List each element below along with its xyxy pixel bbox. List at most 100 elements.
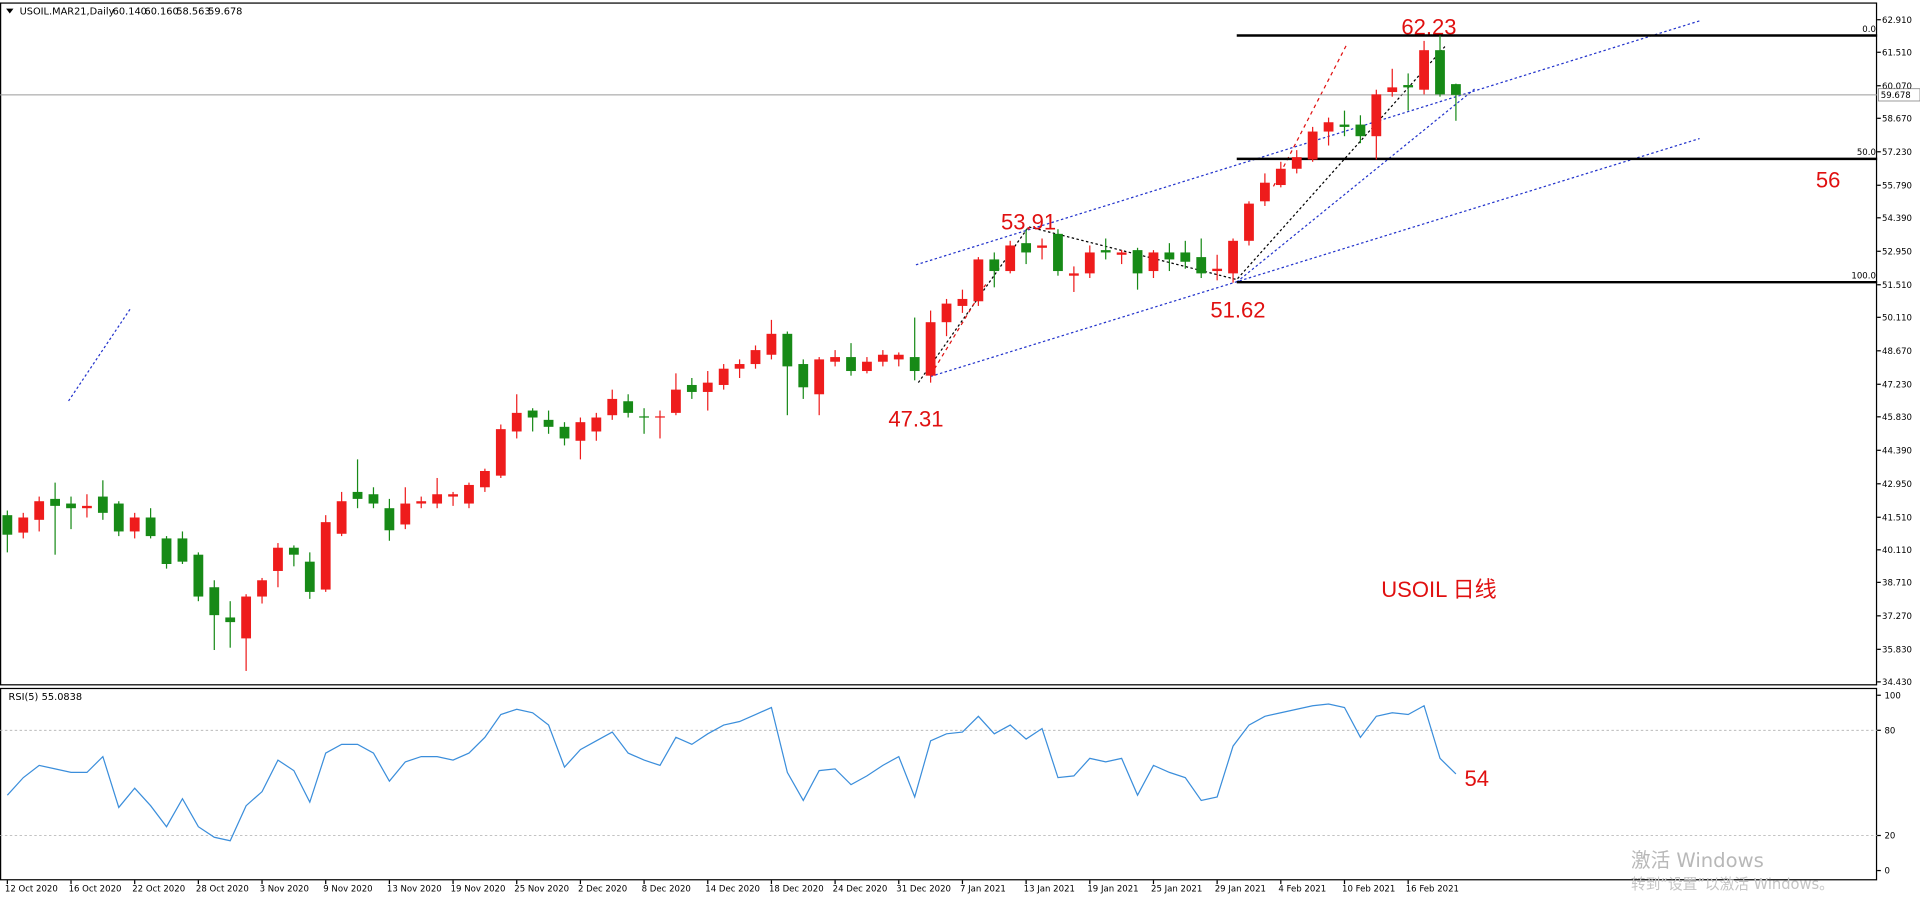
candle-body bbox=[97, 496, 108, 513]
y-tick-label: 61.510 bbox=[1882, 48, 1912, 58]
annotation: 53.91 bbox=[1001, 209, 1056, 234]
y-tick-label: 47.230 bbox=[1882, 380, 1912, 390]
candle-body bbox=[1339, 124, 1350, 127]
header-value: 58.563 bbox=[176, 7, 210, 18]
candle-body bbox=[702, 382, 713, 392]
candle-body bbox=[766, 333, 777, 355]
candle-body bbox=[543, 419, 554, 427]
x-tick-label: 13 Nov 2020 bbox=[387, 884, 442, 894]
y-tick-label: 35.830 bbox=[1882, 645, 1912, 655]
y-tick-label: 37.270 bbox=[1882, 612, 1912, 622]
x-tick-label: 8 Dec 2020 bbox=[642, 884, 691, 894]
candle-body bbox=[1037, 245, 1047, 248]
candle-body bbox=[1307, 131, 1318, 160]
watermark: 转到“设置”以激活 Windows。 bbox=[1631, 876, 1834, 893]
x-tick-label: 16 Oct 2020 bbox=[69, 884, 122, 894]
candle-body bbox=[909, 357, 920, 372]
candle-body bbox=[1132, 250, 1143, 274]
candle-body bbox=[82, 505, 92, 509]
trend-line bbox=[1272, 43, 1348, 187]
candle-body bbox=[511, 412, 522, 432]
y-tick-label: 0 bbox=[1884, 867, 1889, 877]
x-tick-label: 24 Dec 2020 bbox=[833, 884, 888, 894]
candle-body bbox=[241, 596, 252, 639]
x-tick-label: 4 Feb 2021 bbox=[1278, 884, 1326, 894]
candle-body bbox=[877, 354, 888, 362]
y-tick-label: 60.070 bbox=[1882, 82, 1912, 92]
candle-body bbox=[2, 515, 13, 535]
candle-body bbox=[1403, 85, 1414, 88]
y-tick-label: 51.510 bbox=[1882, 281, 1912, 291]
header-marker bbox=[6, 8, 14, 14]
y-tick-label: 100 bbox=[1884, 691, 1900, 701]
candle-body bbox=[686, 384, 697, 392]
annotation: 47.31 bbox=[888, 407, 943, 432]
candle-body bbox=[1084, 252, 1095, 274]
candle-body bbox=[1355, 124, 1366, 137]
candle-body bbox=[161, 538, 172, 564]
header-value: 59.678 bbox=[208, 7, 242, 18]
candle-body bbox=[225, 617, 236, 623]
candle-body bbox=[129, 517, 140, 532]
candle-body bbox=[432, 494, 443, 504]
trend-line bbox=[1236, 87, 1476, 283]
candle-body bbox=[384, 508, 395, 531]
rsi-title: RSI(5) bbox=[9, 692, 39, 703]
rsi-panel bbox=[0, 687, 1878, 881]
candle-body bbox=[925, 322, 936, 376]
candle-body bbox=[782, 333, 793, 367]
candle-body bbox=[1419, 50, 1429, 90]
header-value: 60.140 bbox=[113, 7, 147, 18]
x-tick-label: 18 Dec 2020 bbox=[769, 884, 824, 894]
candle-body bbox=[368, 494, 379, 504]
y-tick-label: 40.110 bbox=[1882, 546, 1912, 556]
y-tick-label: 80 bbox=[1884, 726, 1895, 736]
candle-body bbox=[1116, 252, 1127, 255]
trend-line bbox=[930, 137, 1700, 378]
candle-body bbox=[1196, 257, 1207, 274]
annotation: 51.62 bbox=[1210, 298, 1265, 323]
y-tick-label: 54.390 bbox=[1882, 214, 1912, 224]
x-tick-label: 29 Jan 2021 bbox=[1215, 884, 1266, 894]
fib-label: 50.0 bbox=[1857, 148, 1876, 158]
candle-body bbox=[1435, 50, 1445, 95]
candle-body bbox=[559, 426, 570, 439]
candle-body bbox=[50, 498, 60, 506]
candle-body bbox=[495, 429, 506, 476]
y-tick-label: 45.830 bbox=[1882, 413, 1912, 423]
y-tick-label: 50.110 bbox=[1882, 313, 1912, 323]
y-tick-label: 34.430 bbox=[1882, 678, 1912, 688]
fib-label: 100.0 bbox=[1851, 272, 1875, 282]
candle-body bbox=[973, 259, 984, 302]
candle-body bbox=[1260, 182, 1270, 202]
x-tick-label: 22 Oct 2020 bbox=[132, 884, 185, 894]
candle-body bbox=[1244, 203, 1254, 241]
candle-body bbox=[639, 416, 649, 418]
annotation: 56 bbox=[1816, 168, 1841, 193]
y-tick-label: 57.230 bbox=[1882, 148, 1912, 158]
x-tick-label: 14 Dec 2020 bbox=[705, 884, 760, 894]
x-tick-label: 25 Nov 2020 bbox=[514, 884, 569, 894]
x-tick-label: 12 Oct 2020 bbox=[5, 884, 58, 894]
candle-body bbox=[66, 503, 76, 509]
candle-body bbox=[1100, 250, 1111, 253]
current-price-label: 59.678 bbox=[1881, 91, 1911, 101]
candle-body bbox=[591, 417, 602, 432]
candle-body bbox=[1148, 252, 1159, 272]
candle-body bbox=[671, 389, 681, 413]
candle-body bbox=[1053, 233, 1063, 272]
current-price-box bbox=[1878, 88, 1920, 102]
candle-body bbox=[1451, 84, 1461, 95]
y-tick-label: 55.790 bbox=[1882, 181, 1912, 191]
y-tick-label: 38.710 bbox=[1882, 578, 1912, 588]
x-tick-label: 3 Nov 2020 bbox=[260, 884, 309, 894]
candle-body bbox=[1212, 268, 1223, 272]
candle-body bbox=[798, 364, 809, 388]
candle-body bbox=[1275, 168, 1286, 186]
drawings bbox=[68, 20, 1700, 402]
rsi-value: 55.0838 bbox=[42, 692, 82, 703]
candle-body bbox=[480, 470, 490, 488]
candle-body bbox=[1021, 243, 1032, 253]
